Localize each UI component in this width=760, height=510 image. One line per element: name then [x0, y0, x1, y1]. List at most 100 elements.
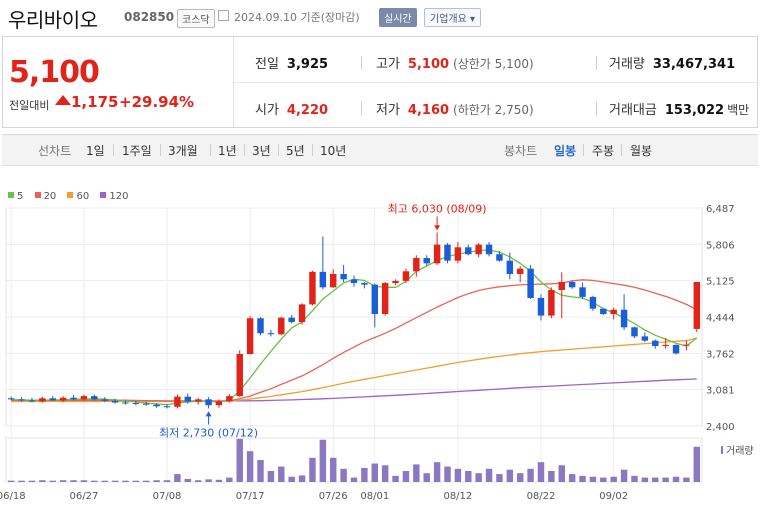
volume-bar — [288, 476, 295, 482]
volume-bar — [527, 468, 534, 482]
volume-bar — [652, 477, 659, 482]
volume-bar — [568, 474, 576, 482]
volume-bar — [402, 471, 410, 482]
candle-body — [672, 344, 680, 354]
volume-bar — [153, 480, 160, 482]
base-date: 2024.09.10 기준(장마감) — [234, 11, 360, 24]
tab-3y[interactable]: 3년 — [252, 144, 271, 158]
volume-bar — [558, 465, 565, 482]
x-tick-label: 06/18 — [0, 491, 26, 502]
volume-bar — [143, 480, 150, 482]
tab-daily[interactable]: 일봉 — [554, 144, 577, 158]
volume-label: 거래량 — [726, 445, 754, 457]
volume-bar — [330, 457, 337, 482]
candle-body — [392, 280, 399, 284]
candle-body — [433, 244, 441, 264]
tab-10y[interactable]: 10년 — [320, 144, 347, 158]
cell-divider — [596, 56, 597, 70]
candle-body — [184, 396, 192, 402]
cell-divider — [361, 56, 362, 70]
legend-swatch — [8, 192, 14, 198]
candle-body — [620, 309, 628, 328]
candle-body — [444, 244, 451, 261]
candle-body — [402, 271, 410, 281]
volume-bar — [600, 477, 607, 482]
open-cell: 시가 4,220 — [255, 99, 328, 118]
divider — [233, 37, 234, 127]
candle-body — [340, 273, 347, 280]
legend-ma60[interactable]: 60 — [67, 191, 89, 202]
volume-bar — [226, 477, 233, 482]
volume-bar — [194, 480, 202, 482]
candle-body — [693, 281, 701, 329]
tab-divider — [312, 144, 313, 156]
amount-label: 거래대금 — [609, 103, 657, 118]
volume-bar — [361, 467, 368, 482]
candle-body — [18, 399, 25, 401]
current-price: 5,100 — [9, 55, 100, 90]
x-tick-label: 07/26 — [319, 491, 348, 502]
candle-body — [288, 317, 295, 322]
calendar-icon — [218, 10, 229, 21]
tab-divider — [210, 144, 211, 156]
volume-bar — [132, 480, 140, 482]
amount-unit: 백만 — [727, 103, 750, 117]
y-tick-label: 3,762 — [706, 349, 735, 360]
volume-label: 거래량 — [609, 57, 645, 72]
candle-body — [80, 396, 88, 400]
volume-bar — [101, 480, 108, 482]
volume-bar — [548, 471, 555, 482]
candle-body — [205, 399, 212, 406]
volume-bar — [454, 468, 462, 482]
volume-bar — [672, 476, 680, 482]
candle-body — [143, 403, 150, 405]
legend-ma5[interactable]: 5 — [8, 191, 23, 202]
volume-bar — [631, 475, 638, 482]
tab-1w[interactable]: 1주일 — [122, 144, 152, 158]
candle-body — [475, 244, 482, 255]
candle-body — [28, 400, 36, 402]
stock-header: 우리바이오 082850 코스닥 2024.09.10 기준(장마감) 실시간 … — [0, 0, 760, 36]
divider — [234, 82, 757, 83]
x-tick-label: 07/08 — [153, 491, 182, 502]
candle-body — [153, 404, 160, 407]
candle-body — [91, 396, 98, 400]
company-overview-dropdown[interactable]: 기업개요 ▾ — [424, 8, 482, 27]
volume-cell: 거래량 33,467,341 — [609, 53, 735, 72]
legend-label: 120 — [109, 191, 129, 202]
max-arrow-head — [434, 225, 441, 231]
tab-divider — [113, 144, 114, 156]
volume-value: 33,467,341 — [652, 57, 736, 72]
tab-5y[interactable]: 5년 — [286, 144, 305, 158]
upper-limit: (상한가 5,100) — [453, 57, 534, 71]
legend-ma120[interactable]: 120 — [100, 191, 129, 202]
open-label: 시가 — [255, 103, 279, 118]
tab-1y[interactable]: 1년 — [218, 144, 237, 158]
volume-bar — [423, 473, 430, 482]
tab-weekly[interactable]: 주봉 — [592, 144, 615, 158]
candle-body — [163, 406, 171, 408]
candle-body — [7, 398, 15, 400]
tab-3m[interactable]: 3개월 — [168, 144, 198, 158]
prev-close-label: 전일 — [255, 57, 279, 72]
legend-label: 5 — [17, 191, 24, 202]
volume-bar — [39, 480, 46, 482]
candle-body — [174, 396, 181, 407]
cell-divider — [596, 102, 597, 116]
volume-bar — [91, 480, 98, 482]
legend-ma20[interactable]: 20 — [34, 191, 56, 202]
candle-body — [49, 398, 56, 401]
volume-bar — [7, 480, 15, 482]
volume-bar — [537, 462, 545, 482]
candle-body — [652, 340, 659, 346]
open-value: 4,220 — [286, 103, 329, 118]
prev-close-cell: 전일 3,925 — [255, 53, 328, 72]
tab-monthly[interactable]: 월봉 — [630, 144, 653, 158]
y-tick-label: 6,487 — [706, 204, 735, 215]
legend-swatch — [67, 192, 74, 198]
realtime-button[interactable]: 실시간 — [379, 8, 417, 27]
tab-1d[interactable]: 1일 — [86, 144, 105, 158]
y-tick-label: 2,400 — [706, 422, 735, 433]
y-tick-label: 5,806 — [706, 240, 735, 251]
low-label: 저가 — [376, 103, 400, 118]
